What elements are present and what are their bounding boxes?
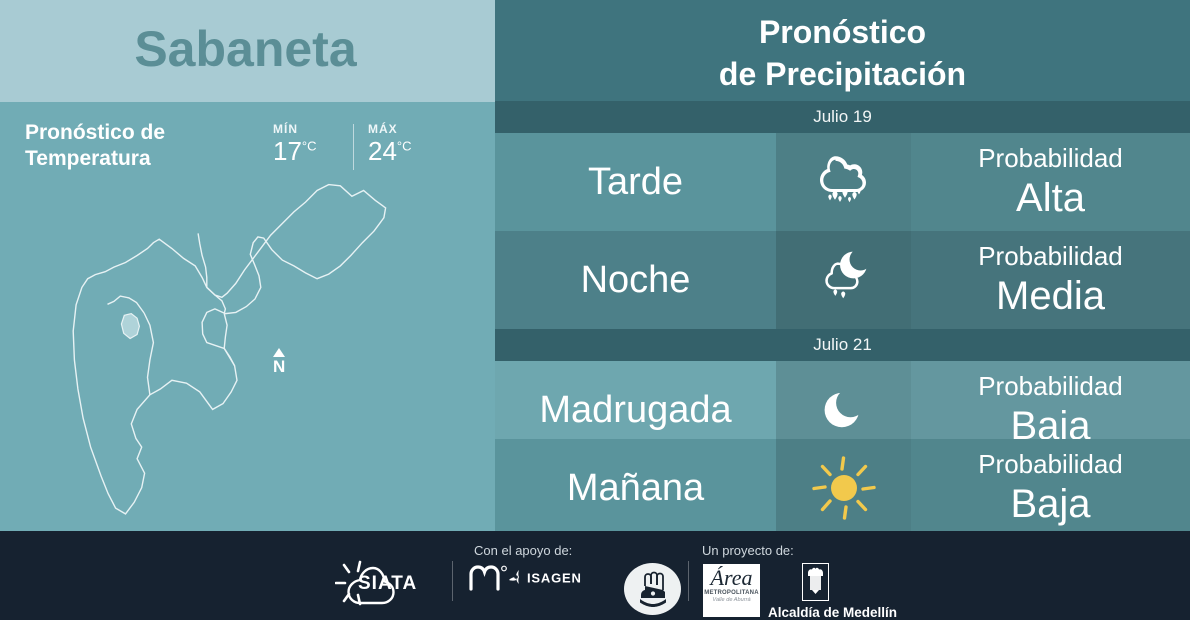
svg-text:ISAGEN: ISAGEN: [527, 571, 582, 586]
svg-text:SIATA: SIATA: [358, 573, 417, 594]
